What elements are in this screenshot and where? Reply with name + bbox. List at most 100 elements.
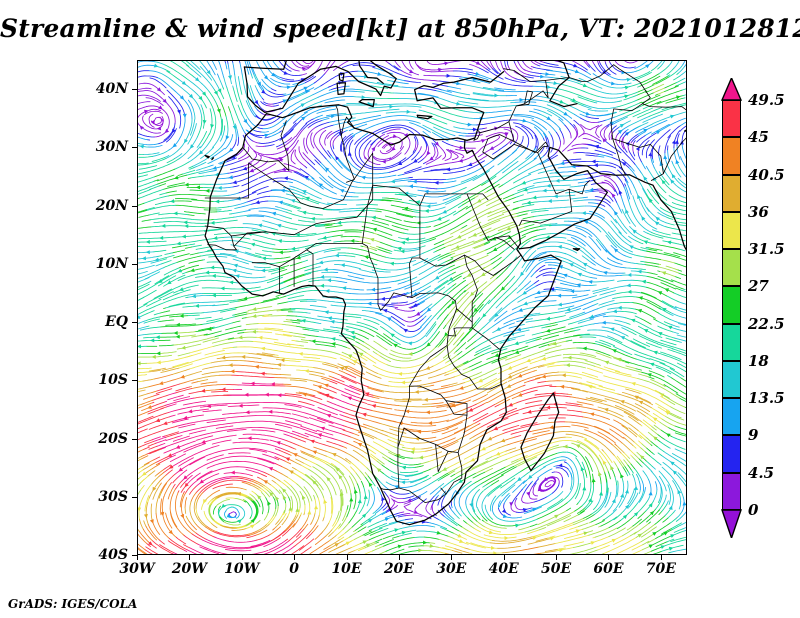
streamline-arrow [377, 72, 382, 76]
streamline [165, 69, 171, 73]
streamline [450, 252, 456, 256]
streamline-arrow [413, 158, 418, 163]
streamline [248, 207, 277, 210]
streamline [264, 327, 284, 331]
streamline [234, 313, 248, 318]
streamline [536, 199, 570, 203]
streamline-arrow [139, 144, 144, 149]
streamline [662, 394, 686, 408]
streamline [159, 310, 171, 314]
streamline [564, 124, 571, 133]
streamline [253, 266, 265, 268]
streamline [245, 148, 250, 155]
streamline [245, 140, 253, 150]
streamline [447, 305, 457, 316]
streamline [395, 259, 417, 265]
streamline [137, 210, 147, 214]
streamline-arrow [470, 291, 475, 297]
streamline [146, 105, 168, 115]
streamline [429, 161, 459, 168]
streamline [257, 322, 283, 325]
streamline [519, 304, 563, 312]
streamline [386, 364, 401, 369]
streamline-arrow [448, 276, 454, 281]
streamline [415, 365, 434, 373]
streamline [158, 344, 174, 347]
streamline [202, 310, 220, 314]
streamline [431, 142, 435, 147]
streamline [232, 185, 240, 188]
streamline [247, 352, 279, 358]
streamline [402, 247, 420, 250]
streamline [489, 60, 495, 69]
streamline [225, 157, 238, 163]
streamline [671, 326, 687, 333]
streamline [521, 348, 550, 359]
streamline [357, 240, 371, 245]
streamline [512, 190, 524, 196]
streamline [573, 178, 587, 181]
streamline [590, 276, 598, 279]
streamline [669, 313, 674, 316]
streamline-arrow [150, 119, 155, 125]
streamline [516, 319, 524, 323]
streamline-arrow [179, 287, 184, 291]
streamline [542, 274, 556, 277]
streamline [268, 90, 284, 95]
streamline [436, 388, 460, 395]
streamline [548, 118, 562, 130]
streamline [539, 106, 563, 117]
streamline [267, 200, 279, 203]
streamline [423, 285, 432, 291]
streamline [318, 201, 330, 206]
streamline-arrow [381, 159, 386, 164]
streamline-arrow [264, 75, 269, 80]
streamline-arrow [164, 128, 170, 134]
streamline [474, 326, 485, 336]
streamline [439, 270, 451, 277]
streamline-arrow [364, 255, 369, 260]
streamline [673, 130, 681, 149]
streamline-arrow [555, 178, 560, 183]
streamline [327, 247, 349, 250]
streamline-arrow [657, 291, 663, 295]
streamline [208, 108, 213, 135]
streamline-arrow [150, 338, 155, 343]
streamline [176, 255, 201, 263]
streamline [137, 133, 155, 138]
streamline [430, 380, 442, 384]
streamline [245, 328, 259, 331]
streamline [198, 169, 211, 173]
streamline [354, 118, 365, 122]
streamline [444, 149, 508, 180]
streamline [379, 355, 392, 363]
streamline [279, 266, 306, 277]
streamline [509, 235, 526, 247]
streamline-arrow [601, 320, 606, 325]
streamline [429, 106, 463, 118]
streamline [180, 264, 200, 272]
streamline-arrow [278, 157, 284, 161]
streamline [575, 152, 599, 155]
streamline [445, 368, 456, 374]
colorbar-band-10 [722, 435, 741, 473]
streamline-arrow [553, 194, 558, 199]
streamline-arrow [137, 361, 141, 366]
streamline-arrow [156, 351, 161, 356]
streamline [458, 67, 473, 71]
streamline [567, 147, 582, 152]
streamline [224, 160, 241, 167]
streamline [461, 116, 475, 119]
x-axis-label-10e: 10E [331, 561, 362, 577]
streamline [359, 360, 366, 365]
streamline-arrow [371, 215, 376, 220]
streamline [273, 341, 291, 346]
streamline [667, 74, 671, 77]
streamline [268, 269, 280, 273]
streamline [299, 251, 319, 258]
streamline [483, 337, 538, 355]
streamline [649, 358, 666, 365]
streamline [304, 267, 317, 272]
streamline-arrow [145, 250, 150, 255]
streamline [357, 314, 402, 336]
